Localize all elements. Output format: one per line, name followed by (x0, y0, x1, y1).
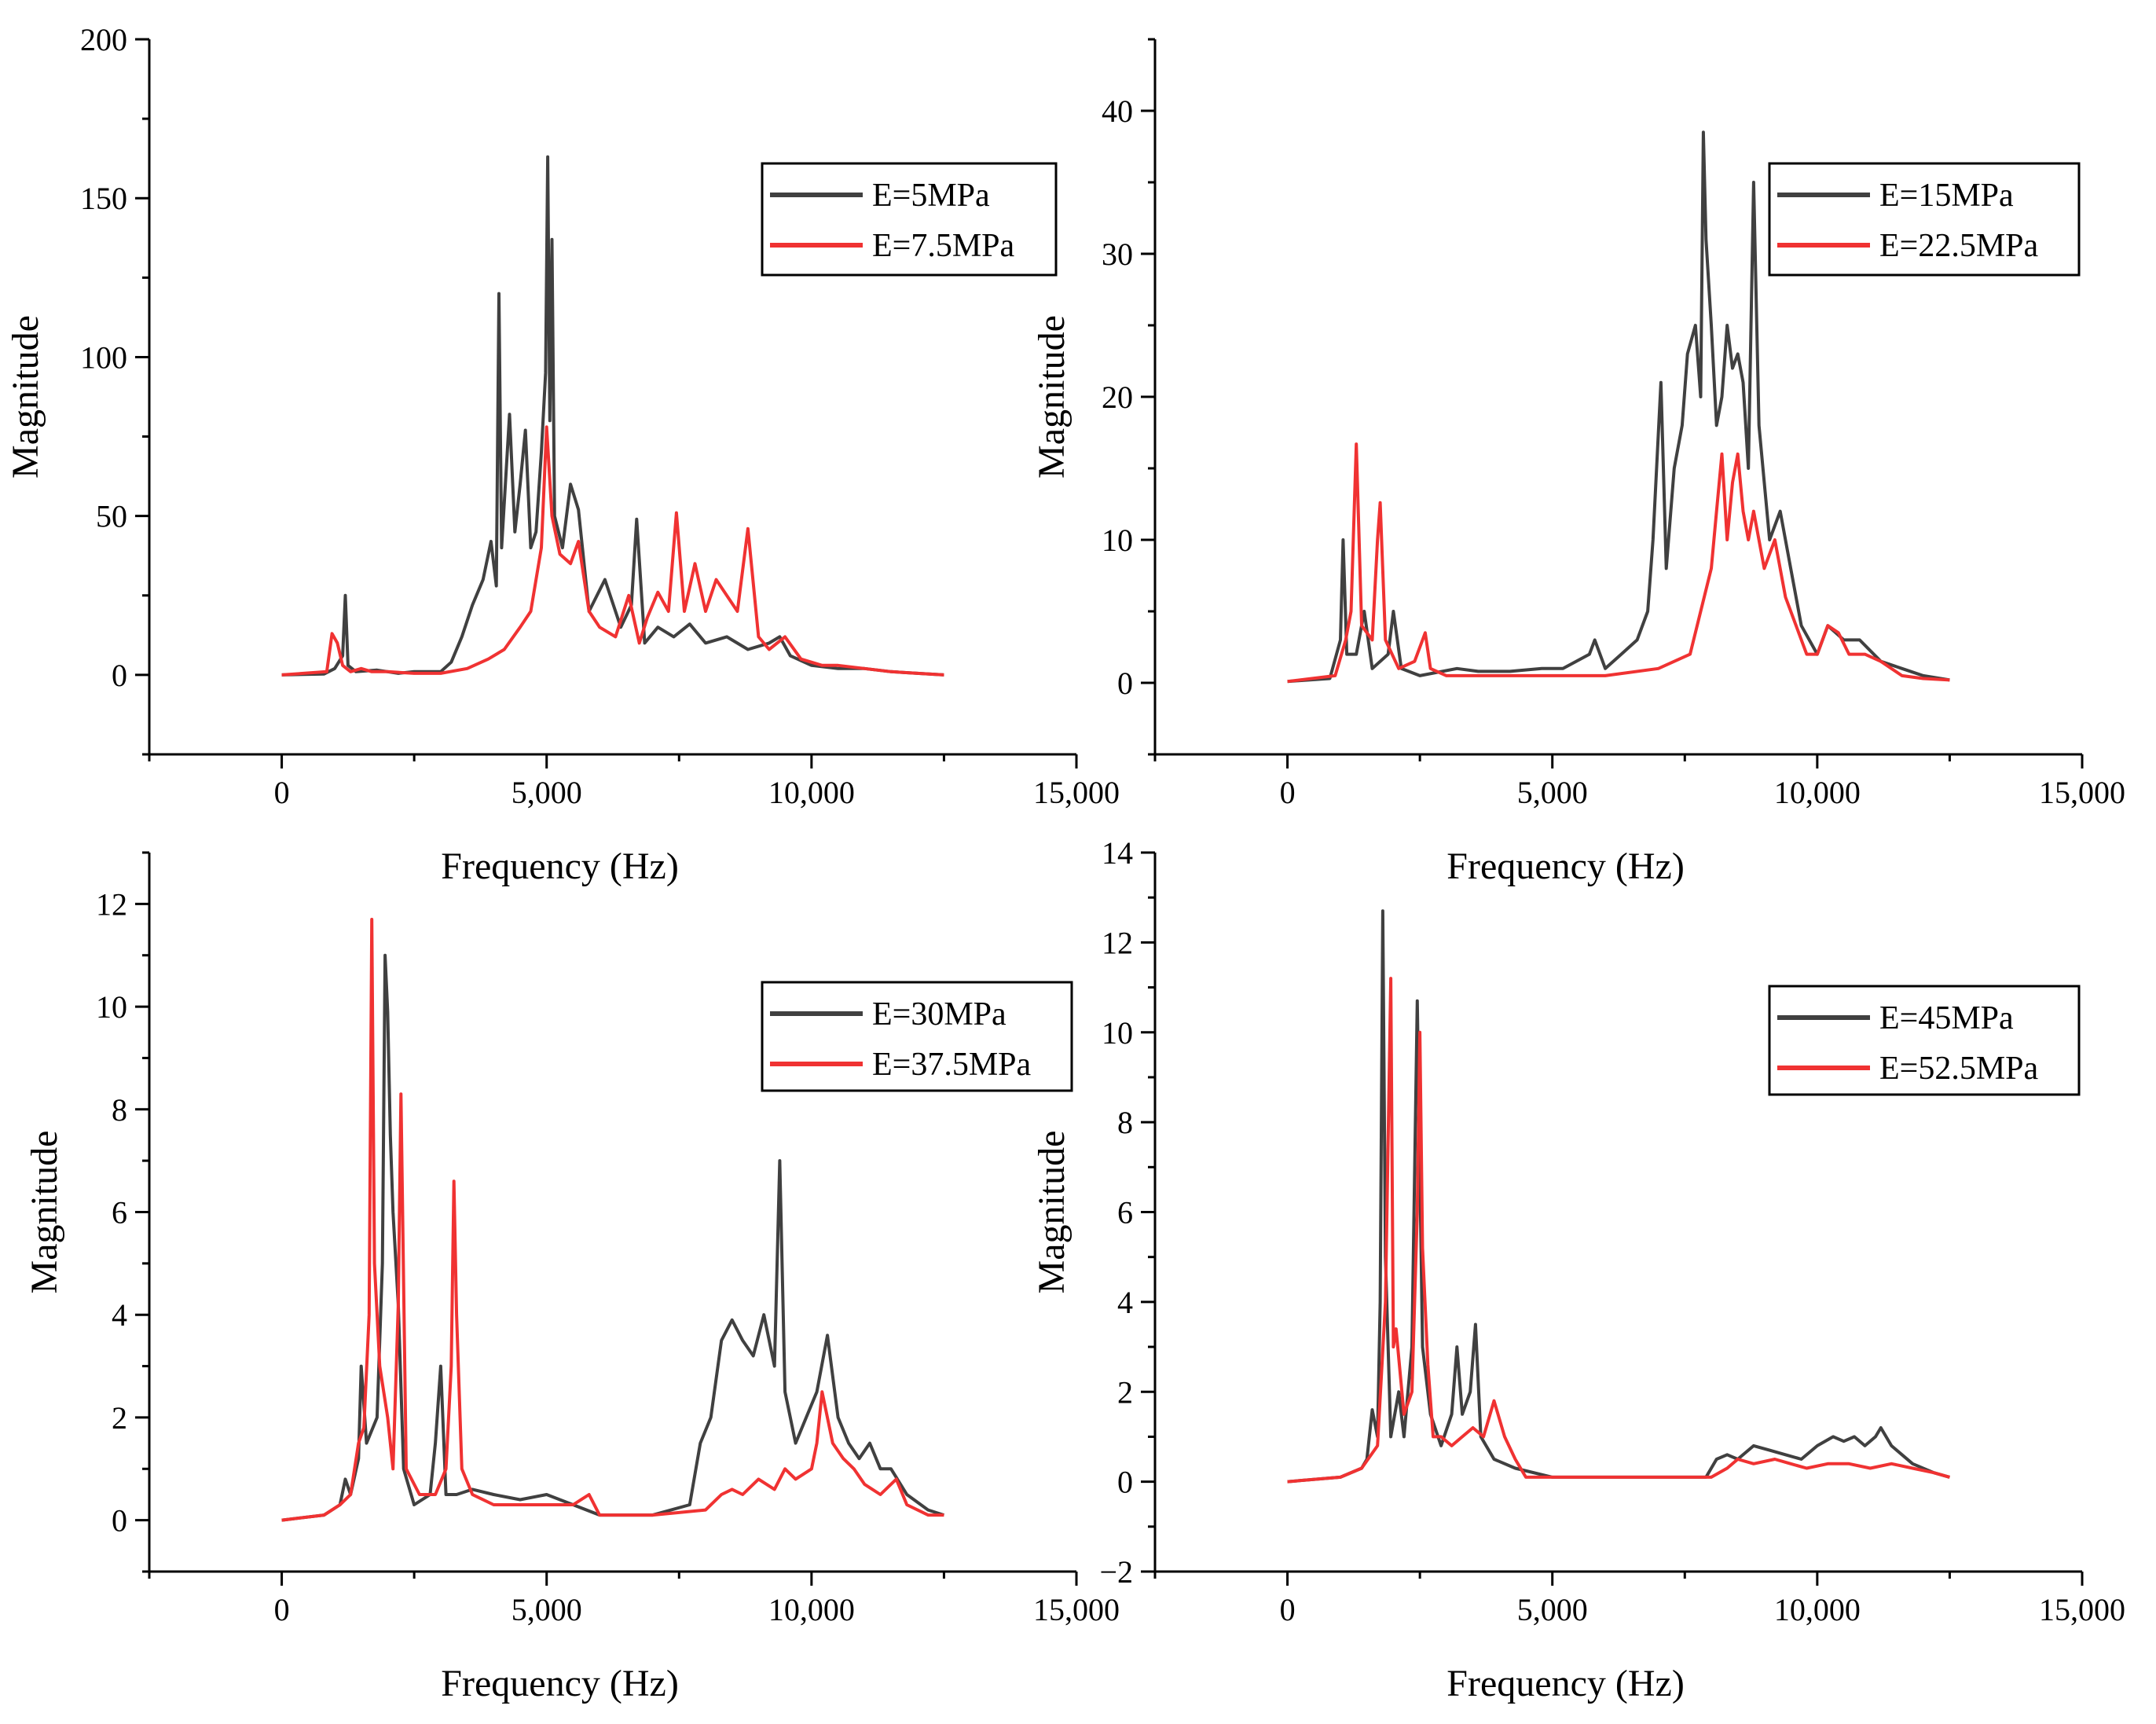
x-tick-label: 5,000 (1517, 1592, 1588, 1627)
y-tick-label: 10 (1102, 523, 1133, 558)
series-line-e22.5mpa (1287, 442, 1950, 684)
legend-box (1768, 985, 2081, 1096)
legend: E=30MPa E=37.5MPa (761, 981, 1073, 1092)
y-tick-label: 12 (96, 886, 127, 922)
x-axis-title: Frequency (Hz) (441, 1663, 679, 1704)
x-tick-label: 5,000 (512, 775, 582, 810)
legend-box (1768, 162, 2081, 277)
y-tick-label: 100 (80, 339, 127, 375)
y-tick-label: 50 (96, 499, 127, 534)
y-tick-label: −2 (1099, 1554, 1133, 1590)
x-tick-label: 10,000 (1774, 775, 1861, 810)
y-tick-label: 12 (1102, 925, 1133, 960)
legend-box (761, 981, 1073, 1092)
legend: E=5MPa E=7.5MPa (761, 162, 1058, 277)
y-tick-label: 150 (80, 181, 127, 216)
y-tick-label: 6 (1117, 1195, 1133, 1231)
x-tick-label: 5,000 (1517, 775, 1588, 810)
x-axis-title: Frequency (Hz) (1446, 845, 1685, 887)
y-tick-label: 0 (112, 658, 127, 693)
legend-label: E=30MPa (872, 996, 1006, 1033)
y-tick-label: 2 (112, 1400, 127, 1436)
legend-label: E=37.5MPa (872, 1047, 1032, 1083)
y-tick-label: 40 (1102, 94, 1133, 129)
x-tick-label: 0 (274, 775, 290, 810)
y-axis-title: Magnitude (24, 1131, 65, 1294)
panel-top-left: 0 5,000 10,000 15,000 0 50 100 150 200 Frequency … (5, 22, 1120, 887)
y-tick-label: 10 (96, 989, 127, 1025)
y-tick-label: 4 (112, 1297, 127, 1333)
y-tick-label: 0 (1117, 666, 1133, 701)
y-tick-label: 8 (112, 1092, 127, 1128)
series-line-e52.5mpa (1287, 977, 1950, 1484)
y-tick-label: 10 (1102, 1015, 1133, 1051)
x-tick-label: 0 (1280, 775, 1296, 810)
x-tick-label: 10,000 (1774, 1592, 1861, 1627)
y-tick-label: 6 (112, 1195, 127, 1231)
y-tick-label: 30 (1102, 237, 1133, 272)
series-line-e45mpa (1287, 909, 1950, 1484)
legend-label: E=45MPa (1879, 1000, 2014, 1036)
y-tick-label: 2 (1117, 1374, 1133, 1410)
x-tick-label: 15,000 (1033, 775, 1120, 810)
series-line-e5mpa (281, 155, 944, 677)
panel-bottom-right: 0 5,000 10,000 15,000−202468101214Frequency… (1031, 835, 2125, 1704)
y-tick-label: 8 (1117, 1105, 1133, 1140)
y-axis-title: Magnitude (1031, 1131, 1072, 1294)
legend-label: E=5MPa (872, 178, 990, 214)
legend-box (761, 162, 1058, 277)
legend-label: E=52.5MPa (1879, 1051, 2039, 1087)
x-tick-label: 10,000 (768, 1592, 855, 1627)
x-axis-title: Frequency (Hz) (1446, 1663, 1685, 1704)
y-tick-label: 0 (112, 1503, 127, 1539)
x-tick-label: 0 (1280, 1592, 1296, 1627)
x-tick-label: 0 (274, 1592, 290, 1627)
y-tick-label: 4 (1117, 1285, 1133, 1320)
y-tick-label: 20 (1102, 380, 1133, 415)
x-tick-label: 5,000 (512, 1592, 582, 1627)
legend-label: E=15MPa (1879, 178, 2014, 214)
x-tick-label: 15,000 (1033, 1592, 1120, 1627)
y-tick-label: 14 (1102, 835, 1133, 871)
series-line-e37.5mpa (281, 918, 944, 1522)
legend: E=45MPa E=52.5MPa (1768, 985, 2081, 1096)
y-tick-label: 0 (1117, 1465, 1133, 1500)
y-tick-label: 200 (80, 22, 127, 57)
x-tick-label: 10,000 (768, 775, 855, 810)
x-tick-label: 15,000 (2039, 1592, 2125, 1627)
x-tick-label: 15,000 (2039, 775, 2125, 810)
y-axis-title: Magnitude (5, 315, 46, 479)
series-line-e15mpa (1287, 130, 1950, 684)
panel-top-right: 0 5,000 10,000 15,000 0 10 20 30 40 Frequency (Hz… (1031, 38, 2125, 887)
panel-bottom-left: 0 5,000 10,000 15,000 0 2 4 6 8 10 12 Frequency (Hz… (24, 851, 1120, 1704)
legend: E=15MPa E=22.5MPa (1768, 162, 2081, 277)
series-line-e7.5mpa (281, 425, 944, 677)
legend-label: E=7.5MPa (872, 228, 1015, 264)
y-axis-title: Magnitude (1031, 315, 1072, 479)
legend-label: E=22.5MPa (1879, 228, 2039, 264)
x-axis-title: Frequency (Hz) (441, 845, 679, 887)
